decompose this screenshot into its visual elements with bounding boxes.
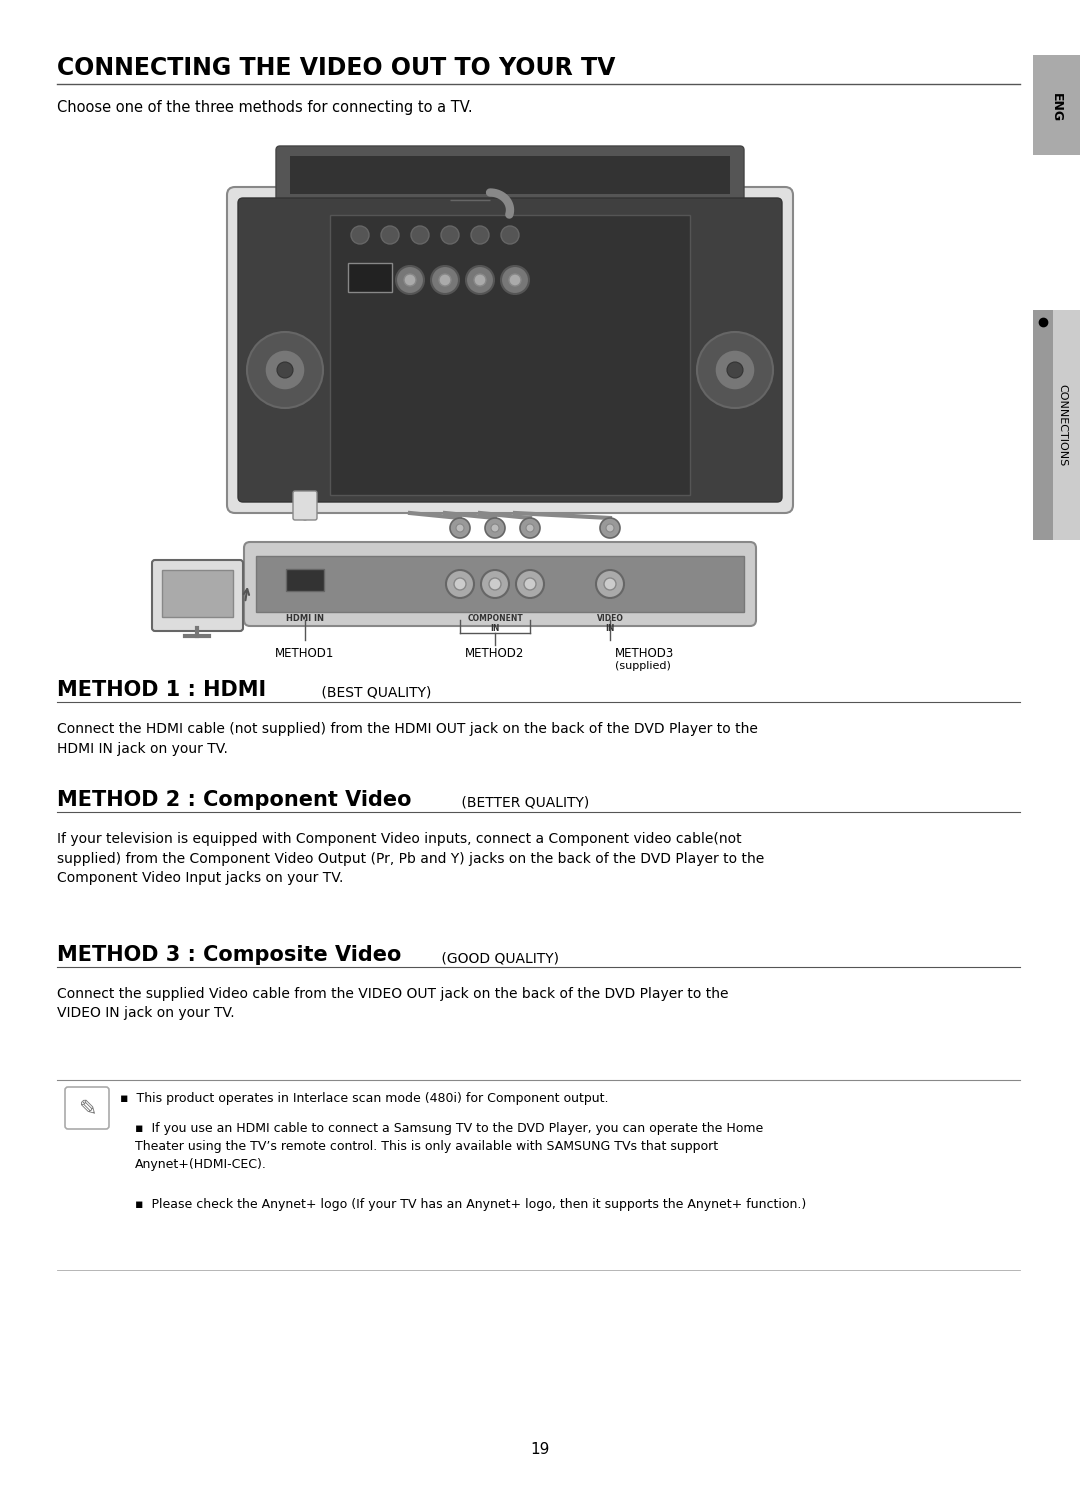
Circle shape: [485, 518, 505, 539]
Circle shape: [276, 363, 293, 377]
FancyBboxPatch shape: [1032, 55, 1080, 155]
Text: ENG: ENG: [1050, 94, 1063, 122]
Text: (BETTER QUALITY): (BETTER QUALITY): [457, 797, 590, 810]
Text: COMPONENT
IN: COMPONENT IN: [468, 615, 523, 634]
Circle shape: [351, 225, 369, 245]
FancyBboxPatch shape: [348, 263, 392, 292]
Text: ▪  If you use an HDMI cable to connect a Samsung TV to the DVD Player, you can o: ▪ If you use an HDMI cable to connect a …: [135, 1122, 764, 1171]
Circle shape: [501, 225, 519, 245]
FancyBboxPatch shape: [162, 570, 233, 618]
Circle shape: [404, 275, 416, 286]
Text: CONNECTING THE VIDEO OUT TO YOUR TV: CONNECTING THE VIDEO OUT TO YOUR TV: [57, 57, 616, 81]
Text: METHOD3: METHOD3: [615, 648, 674, 659]
Circle shape: [441, 225, 459, 245]
Circle shape: [431, 266, 459, 294]
Text: ▪  This product operates in Interlace scan mode (480i) for Component output.: ▪ This product operates in Interlace sca…: [120, 1092, 608, 1106]
FancyBboxPatch shape: [286, 568, 324, 591]
Circle shape: [491, 524, 499, 533]
Text: METHOD1: METHOD1: [275, 648, 335, 659]
Circle shape: [519, 518, 540, 539]
Text: METHOD 2 : Component Video: METHOD 2 : Component Video: [57, 789, 411, 810]
Circle shape: [465, 266, 494, 294]
Circle shape: [438, 275, 451, 286]
FancyBboxPatch shape: [1043, 310, 1080, 540]
Circle shape: [501, 266, 529, 294]
Circle shape: [509, 275, 521, 286]
Circle shape: [600, 518, 620, 539]
FancyBboxPatch shape: [330, 215, 690, 495]
FancyBboxPatch shape: [293, 491, 318, 521]
Text: HDMI IN: HDMI IN: [286, 615, 324, 624]
Circle shape: [516, 570, 544, 598]
Circle shape: [396, 266, 424, 294]
Text: METHOD 1 : HDMI: METHOD 1 : HDMI: [57, 680, 266, 700]
Circle shape: [596, 570, 624, 598]
Text: If your television is equipped with Component Video inputs, connect a Component : If your television is equipped with Comp…: [57, 833, 765, 885]
Circle shape: [727, 363, 743, 377]
FancyBboxPatch shape: [244, 542, 756, 627]
Circle shape: [411, 225, 429, 245]
FancyBboxPatch shape: [227, 186, 793, 513]
Text: CONNECTIONS: CONNECTIONS: [1057, 383, 1067, 466]
FancyBboxPatch shape: [276, 146, 744, 204]
Text: Connect the HDMI cable (not supplied) from the HDMI OUT jack on the back of the : Connect the HDMI cable (not supplied) fr…: [57, 722, 758, 755]
FancyBboxPatch shape: [291, 157, 730, 194]
FancyBboxPatch shape: [238, 198, 782, 501]
Circle shape: [247, 333, 323, 407]
Circle shape: [471, 225, 489, 245]
Circle shape: [526, 524, 534, 533]
FancyBboxPatch shape: [65, 1088, 109, 1129]
Circle shape: [524, 577, 536, 589]
Circle shape: [456, 524, 464, 533]
FancyBboxPatch shape: [1032, 310, 1053, 540]
Text: ✎: ✎: [79, 1100, 97, 1119]
Text: ▪  Please check the Anynet+ logo (If your TV has an Anynet+ logo, then it suppor: ▪ Please check the Anynet+ logo (If your…: [135, 1198, 807, 1212]
Circle shape: [604, 577, 616, 589]
Text: 19: 19: [530, 1443, 550, 1458]
Circle shape: [489, 577, 501, 589]
Circle shape: [454, 577, 465, 589]
Text: METHOD2: METHOD2: [465, 648, 525, 659]
Text: (supplied): (supplied): [615, 661, 671, 671]
Text: (GOOD QUALITY): (GOOD QUALITY): [437, 950, 559, 965]
Circle shape: [450, 518, 470, 539]
Circle shape: [715, 351, 755, 389]
Text: VIDEO
IN: VIDEO IN: [596, 615, 623, 634]
Text: Connect the supplied Video cable from the VIDEO OUT jack on the back of the DVD : Connect the supplied Video cable from th…: [57, 988, 729, 1021]
Circle shape: [606, 524, 615, 533]
Circle shape: [697, 333, 773, 407]
Circle shape: [446, 570, 474, 598]
Text: METHOD 3 : Composite Video: METHOD 3 : Composite Video: [57, 944, 402, 965]
FancyBboxPatch shape: [152, 560, 243, 631]
Circle shape: [265, 351, 305, 389]
Text: (BEST QUALITY): (BEST QUALITY): [318, 686, 431, 700]
FancyBboxPatch shape: [256, 557, 744, 612]
Circle shape: [381, 225, 399, 245]
Text: Choose one of the three methods for connecting to a TV.: Choose one of the three methods for conn…: [57, 100, 473, 115]
Circle shape: [481, 570, 509, 598]
Circle shape: [474, 275, 486, 286]
